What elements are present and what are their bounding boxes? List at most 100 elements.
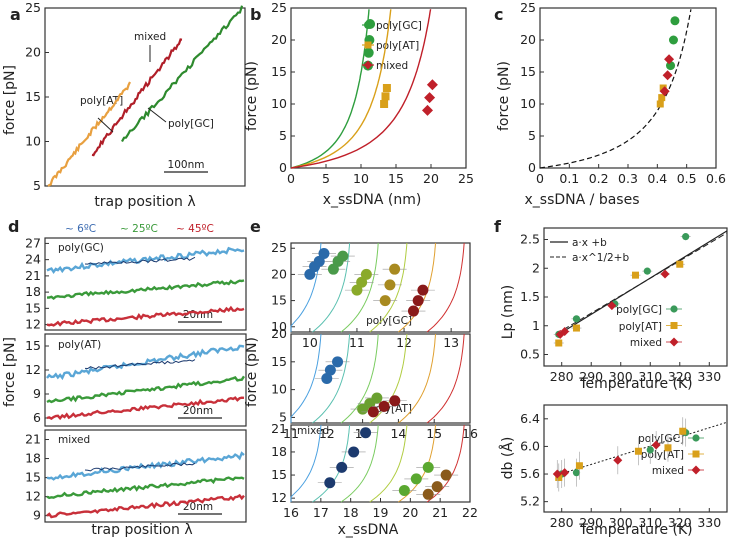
- panel-c-point-2-2: [664, 54, 675, 65]
- panel-d-sub2-ytick-label-4: 21: [25, 432, 41, 447]
- panel-f-top-xtick-label-5: 330: [697, 369, 721, 384]
- panel-d-sub1-ytick-label-2: 12: [25, 362, 41, 377]
- panel-d-sub0-ytick-label-2: 18: [25, 284, 41, 299]
- panel-e-sub0-curve-4: [398, 242, 436, 333]
- panel-c-xlabel: x_ssDNA / bases: [525, 192, 640, 208]
- panel-c-ytick-label-5: 25: [520, 0, 536, 15]
- panel-e-sub2-xtick-label-5: 21: [432, 505, 448, 520]
- panel-label-a: a: [10, 5, 21, 24]
- panel-d-sub2-ytick-label-2: 15: [25, 470, 41, 485]
- panel-c-frame: [539, 7, 717, 169]
- panel-a-ytick-label-0: 5: [33, 178, 41, 193]
- panel-e-sub2-curve-2: [340, 424, 379, 503]
- panel-b-legend-mixed: mixed: [376, 60, 408, 72]
- panel-d-sub1-trace-1: [46, 375, 246, 404]
- panel-f-top-ytick-label-4: 2.5: [520, 232, 540, 247]
- panel-c-xtick-label-1: 0.1: [559, 171, 579, 186]
- panel-f-bottom-ytick-label-0: 5.2: [520, 494, 540, 509]
- panel-b-legend-marker-2: [363, 60, 373, 70]
- panel-f-bottom-ylabel: db (Å): [499, 437, 516, 480]
- panel-e-sub0-point-1-2: [337, 250, 349, 262]
- panel-e-sub1-xtick-label-3: 14: [390, 426, 406, 441]
- panel-f-top-ylabel: Lp (nm): [500, 285, 516, 340]
- panel-f-bottom-xlabel: Temperature (K): [578, 522, 692, 538]
- panel-d-sub1-ytick-label-0: 6: [33, 410, 41, 425]
- panel-f-top-point-1-2: [632, 271, 639, 279]
- panel-b-point-2-1: [424, 92, 436, 104]
- panel-e-sub1-curve-2: [340, 333, 379, 424]
- panel-b-point-2-2: [426, 79, 438, 91]
- panel-b-xtick-label-0: 0: [287, 171, 295, 186]
- panel-f-top-point-1-0: [555, 339, 563, 347]
- panel-label-c: c: [494, 5, 503, 24]
- panel-f-bottom-xtick-label-4: 320: [668, 515, 692, 530]
- panel-e-sub1-point-0-2: [332, 356, 344, 368]
- panel-c-ylabel: force (pN): [496, 61, 512, 131]
- panel-f-top-point-0-3: [643, 267, 651, 275]
- panel-e-sub2-point-2-2: [440, 469, 452, 481]
- panel-d-sub0-ytick-label-5: 27: [25, 235, 41, 250]
- panel-f-top-legend-gc: poly[GC]: [616, 304, 662, 316]
- panel-d-legend-45c: ~ 45ºC: [176, 223, 214, 235]
- panel-c-ytick-label-1: 5: [528, 128, 536, 143]
- panel-e-sub1-name: poly[GC]: [366, 315, 412, 327]
- panel-b-wlc-0: [290, 9, 370, 169]
- panel-b-point-0-1: [363, 47, 374, 58]
- panel-f-bottom-point-0-1: [572, 469, 581, 477]
- panel-d-sub3-name: mixed: [58, 434, 90, 446]
- panel-f-bottom-point-1-1: [575, 462, 583, 470]
- panel-f-bottom-point-2-0: [552, 469, 562, 479]
- panel-d-sub0-trace-0: [46, 246, 245, 274]
- panel-b-legend-marker-1: [364, 41, 372, 49]
- panel-a-label-gc: poly[GC]: [168, 118, 214, 130]
- panel-f-bottom-xtick-label-2: 300: [609, 515, 633, 530]
- panel-f-bottom-legend-marker-0: [692, 434, 700, 442]
- panel-a-arrow-at: [97, 117, 114, 133]
- panel-e-sub1-point-2-2: [389, 395, 401, 407]
- panel-a-trace-1: [91, 38, 183, 157]
- panel-e-sub0-point-3-0: [379, 295, 391, 307]
- panel-f-top-xtick-label-4: 320: [668, 369, 692, 384]
- panel-b-ytick-label-2: 10: [271, 96, 287, 111]
- panel-b-xtick-label-5: 25: [458, 171, 474, 186]
- panel-e-sub2-xtick-label-3: 19: [373, 505, 389, 520]
- panel-f-bottom-point-2-2: [613, 455, 623, 465]
- panel-e-sub1-curve-0: [290, 333, 322, 423]
- panel-d-scalebar-3: 20nm: [183, 501, 213, 513]
- panel-e-sub0-point-2-2: [360, 268, 372, 280]
- panel-b-ytick-label-4: 20: [271, 32, 287, 47]
- panel-e-sub1-point-1-2: [371, 392, 383, 404]
- panel-e-sub2-ytick-label-2: 18: [271, 444, 287, 459]
- panel-b-ytick-label-0: 0: [279, 160, 287, 175]
- panel-f-top-point-1-3: [676, 260, 684, 268]
- panel-b-point-1-0: [380, 100, 389, 108]
- panel-f-bottom-ytick-label-3: 6.4: [520, 411, 540, 426]
- panel-e-sub2-curve-0: [290, 424, 322, 502]
- panel-e-sub0-frame: [290, 242, 471, 333]
- panel-d-sub1-ytick-label-3: 15: [25, 338, 41, 353]
- panel-d-sub2-trace-1: [46, 476, 245, 500]
- panel-f-top-legend-marker-2: [669, 337, 679, 347]
- panel-f-bottom-legend-marker-1: [692, 450, 700, 458]
- panel-d-ylabel: force [pN]: [2, 337, 18, 407]
- panel-f-top-ytick-label-1: 1: [532, 318, 540, 333]
- panel-f-bottom-point-1-0: [555, 473, 563, 481]
- panel-b-xtick-label-4: 20: [423, 171, 439, 186]
- panel-e-ylabel: force (pN): [244, 337, 260, 407]
- panel-a-scalebar-label: 100nm: [168, 159, 205, 171]
- panel-e-sub1-point-0-1: [324, 364, 336, 376]
- panel-e-sub0-curve-3: [369, 242, 408, 333]
- panel-f-legend-linear: a·x +b: [572, 237, 607, 249]
- panel-d-scalebar-2: 20nm: [183, 405, 213, 417]
- panel-e-sub0-ytick-label-0: 10: [271, 319, 287, 334]
- panel-d-sub0-ytick-label-3: 21: [25, 268, 41, 283]
- panel-e-sub2-xtick-label-2: 18: [343, 505, 359, 520]
- panel-f-top-ytick-label-3: 2: [532, 260, 540, 275]
- panel-f-top-xtick-label-1: 290: [579, 369, 603, 384]
- panel-e-sub0-ytick-label-2: 20: [271, 266, 287, 281]
- panel-d-sub1-name: poly(GC): [58, 242, 104, 254]
- panel-f-bottom-xtick-label-1: 290: [579, 515, 603, 530]
- panel-d-sub1-ytick-label-1: 9: [33, 386, 41, 401]
- panel-e-sub1-ytick-label-3: 20: [271, 326, 287, 341]
